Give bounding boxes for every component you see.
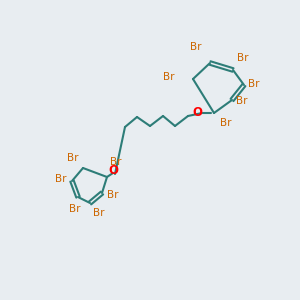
Text: Br: Br [237,53,248,63]
Text: Br: Br [107,190,118,200]
Text: Br: Br [248,79,260,89]
Text: Br: Br [110,157,122,167]
Text: Br: Br [220,118,232,128]
Text: O: O [192,106,202,119]
Text: Br: Br [163,72,174,82]
Text: O: O [108,164,118,176]
Text: Br: Br [69,204,81,214]
Text: Br: Br [56,174,67,184]
Text: Br: Br [67,153,78,163]
Text: Br: Br [93,208,104,218]
Text: Br: Br [190,42,202,52]
Text: Br: Br [236,96,248,106]
